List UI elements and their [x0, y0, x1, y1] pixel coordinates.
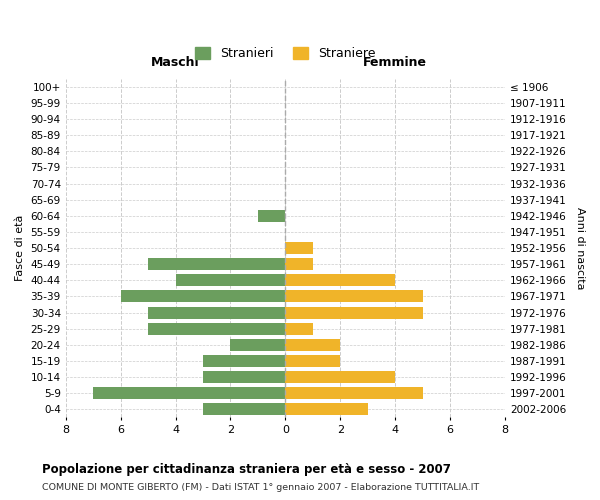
Text: Maschi: Maschi [151, 56, 200, 69]
Bar [203, 371, 286, 383]
Y-axis label: Fasce di età: Fasce di età [15, 215, 25, 282]
Bar [286, 322, 313, 334]
Bar [286, 274, 395, 286]
Bar [230, 339, 286, 351]
Bar [148, 258, 286, 270]
Bar [203, 355, 286, 367]
Bar [286, 290, 422, 302]
Bar [286, 387, 422, 399]
Legend: Stranieri, Straniere: Stranieri, Straniere [189, 41, 382, 66]
Bar [93, 387, 286, 399]
Bar [203, 404, 286, 415]
Text: COMUNE DI MONTE GIBERTO (FM) - Dati ISTAT 1° gennaio 2007 - Elaborazione TUTTITA: COMUNE DI MONTE GIBERTO (FM) - Dati ISTA… [42, 482, 479, 492]
Bar [286, 306, 422, 318]
Bar [148, 322, 286, 334]
Bar [286, 404, 368, 415]
Y-axis label: Anni di nascita: Anni di nascita [575, 207, 585, 290]
Bar [258, 210, 286, 222]
Bar [121, 290, 286, 302]
Bar [286, 371, 395, 383]
Text: Popolazione per cittadinanza straniera per età e sesso - 2007: Popolazione per cittadinanza straniera p… [42, 462, 451, 475]
Text: Femmine: Femmine [363, 56, 427, 69]
Bar [148, 306, 286, 318]
Bar [176, 274, 286, 286]
Bar [286, 339, 340, 351]
Bar [286, 242, 313, 254]
Bar [286, 355, 340, 367]
Bar [286, 258, 313, 270]
